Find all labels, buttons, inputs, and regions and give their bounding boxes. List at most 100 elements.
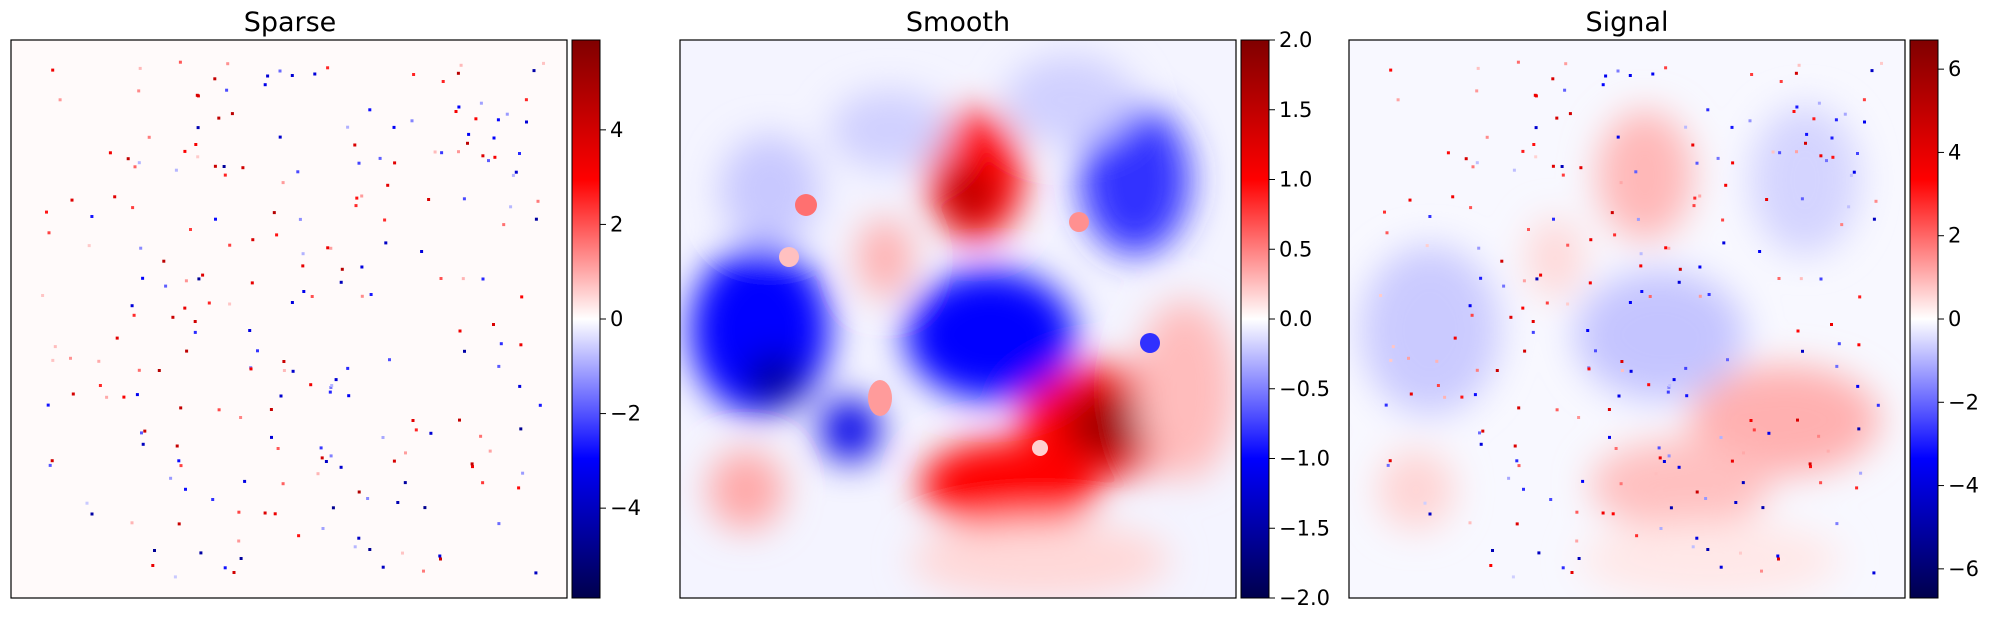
plot-frame: [1348, 39, 1906, 599]
spike-point: [1667, 386, 1671, 389]
spike-point: [1817, 434, 1821, 438]
spike-point: [298, 217, 302, 221]
spike-point: [467, 132, 471, 136]
colorbar-tick-label: 1.0: [1279, 168, 1312, 192]
spike-point: [1719, 565, 1723, 569]
spike-point: [1872, 571, 1876, 575]
spike-point: [1776, 554, 1780, 558]
spike-point: [140, 431, 143, 435]
spike-point: [1551, 77, 1555, 81]
spike-point: [496, 118, 500, 122]
spike-point: [1516, 60, 1520, 64]
spike-point: [58, 98, 62, 102]
spike-point: [319, 446, 323, 450]
spike-point: [1613, 233, 1617, 237]
spike-point: [1684, 125, 1688, 129]
spike-point: [270, 435, 273, 439]
spike-point: [1521, 149, 1525, 153]
panel-sparse: Sparse −4 −2 0 2 4: [10, 7, 641, 599]
spike-point: [411, 419, 415, 422]
spike-point: [339, 280, 343, 284]
spike-point: [1476, 66, 1480, 70]
spike-point: [1601, 83, 1605, 87]
spike-point: [1620, 360, 1624, 363]
spike-point: [1491, 549, 1494, 552]
spike-point: [1616, 135, 1620, 139]
spike-point: [1489, 564, 1493, 567]
spike-point: [178, 60, 182, 64]
spike-point: [201, 273, 205, 277]
spike-point: [239, 557, 243, 560]
spike-point: [41, 294, 45, 297]
spike-point: [1563, 88, 1567, 92]
spike-point: [1535, 277, 1539, 281]
spike-point: [357, 490, 361, 494]
spike-point: [108, 151, 112, 155]
spike-point: [276, 447, 280, 450]
spike-point: [353, 545, 357, 549]
colorbar-ticks: −6 −4 −2 0 2 4 6: [1938, 57, 1979, 581]
spike-point: [138, 66, 142, 70]
spike-point: [1809, 465, 1812, 469]
spike-point: [290, 74, 294, 77]
spike-point: [1616, 69, 1620, 73]
spike-point: [1826, 449, 1830, 453]
spike-point: [48, 463, 52, 467]
spike-point: [189, 228, 192, 231]
spike-point: [481, 481, 485, 485]
spike-point: [1654, 472, 1658, 476]
spike-point: [223, 566, 227, 570]
spike-point: [381, 436, 385, 439]
spike-point: [1659, 527, 1663, 530]
spike-point: [131, 206, 135, 210]
spike-point: [378, 156, 382, 160]
spike-point: [137, 89, 141, 93]
spike-point: [1825, 159, 1828, 163]
spike-point: [1608, 435, 1611, 439]
spike-point: [456, 71, 460, 75]
plot-frame: [679, 39, 1237, 599]
heatmap-field: [1349, 40, 1905, 598]
spike-point: [357, 536, 361, 540]
colorbar-ticks: −2.0 −1.5 −1.0 −0.5 0.0 0.5 1.0 1.5 2.0: [1269, 28, 1330, 610]
spike-point: [524, 98, 528, 102]
colorbar-tick-label: 2: [1948, 224, 1961, 248]
spike-point: [243, 479, 247, 483]
spike-point: [497, 522, 501, 526]
spike-point: [1742, 451, 1745, 455]
spike-point: [1872, 217, 1876, 221]
spike-point: [1453, 336, 1457, 340]
spike-point: [249, 367, 253, 371]
heatmap-background: [11, 40, 567, 598]
spike-point: [1684, 366, 1688, 370]
spike-point: [251, 238, 255, 242]
spike-point: [113, 195, 117, 199]
spike-point: [1579, 166, 1583, 170]
spike-point: [1667, 246, 1671, 250]
spike-point: [1640, 290, 1644, 293]
spike-point: [1515, 459, 1519, 463]
spike-point: [462, 197, 466, 201]
spike-point: [177, 522, 181, 526]
spike-point: [237, 539, 241, 543]
spike-point: [230, 112, 234, 116]
colorbar-tick-label: −0.5: [1279, 377, 1330, 401]
spike-point: [439, 557, 442, 561]
spike-point: [1549, 498, 1553, 501]
spike-point: [1468, 521, 1472, 525]
spike-point: [1485, 135, 1489, 139]
spike-point: [193, 330, 197, 334]
spike-point: [1726, 358, 1729, 362]
spike-point: [457, 150, 460, 154]
spike-point: [1451, 195, 1455, 199]
spike-point: [360, 265, 364, 269]
spike-point: [301, 252, 305, 256]
spike-point: [291, 369, 295, 373]
spike-point: [1862, 98, 1866, 102]
spike-point: [296, 170, 300, 174]
spike-point: [175, 444, 179, 448]
spike-point: [184, 279, 188, 283]
spike-point: [1639, 252, 1643, 256]
spike-point: [226, 62, 230, 66]
spike-point: [1804, 141, 1807, 145]
